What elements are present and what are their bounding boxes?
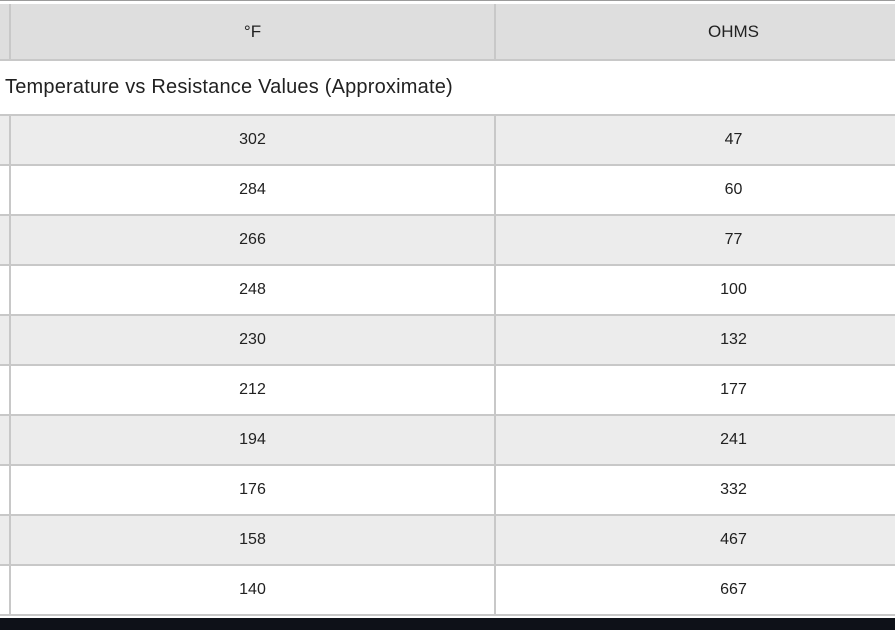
- cell-ohms: 332: [720, 481, 747, 498]
- table-row: 140 667: [0, 566, 895, 616]
- cell-fahrenheit: 176: [11, 466, 496, 514]
- cell-fahrenheit: 140: [11, 566, 496, 614]
- header-spacer-cell: [0, 4, 11, 59]
- cell-ohms: 177: [720, 381, 747, 398]
- row-spacer-cell: [0, 466, 11, 514]
- cell-fahrenheit: 302: [11, 116, 496, 164]
- table-row: 194 241: [0, 416, 895, 466]
- cell-fahrenheit: 158: [11, 516, 496, 564]
- table-body: 302 47 284 60 266 77 248 100 230 132 212…: [0, 116, 895, 616]
- bottom-bar: [0, 618, 895, 630]
- cell-fahrenheit: 266: [11, 216, 496, 264]
- row-spacer-cell: [0, 166, 11, 214]
- cell-ohms: 100: [720, 281, 747, 298]
- row-spacer-cell: [0, 316, 11, 364]
- table-row: 248 100: [0, 266, 895, 316]
- table-row: 266 77: [0, 216, 895, 266]
- cell-fahrenheit: 248: [11, 266, 496, 314]
- cell-ohms: 47: [724, 131, 743, 148]
- cell-fahrenheit: 230: [11, 316, 496, 364]
- table-row: 212 177: [0, 366, 895, 416]
- column-header-fahrenheit: °F: [11, 4, 496, 59]
- cell-fahrenheit: 284: [11, 166, 496, 214]
- table-row: 176 332: [0, 466, 895, 516]
- table-caption: Temperature vs Resistance Values (Approx…: [0, 61, 895, 116]
- temperature-resistance-table: °F OHMS Temperature vs Resistance Values…: [0, 4, 895, 616]
- row-spacer-cell: [0, 366, 11, 414]
- row-spacer-cell: [0, 266, 11, 314]
- column-header-ohms: OHMS: [708, 21, 759, 41]
- table-row: 158 467: [0, 516, 895, 566]
- cell-fahrenheit: 212: [11, 366, 496, 414]
- table-row: 302 47: [0, 116, 895, 166]
- cell-ohms: 132: [720, 331, 747, 348]
- cell-ohms: 667: [720, 581, 747, 598]
- cell-ohms: 467: [720, 531, 747, 548]
- table-header-row: °F OHMS: [0, 4, 895, 61]
- row-spacer-cell: [0, 116, 11, 164]
- cell-ohms: 241: [720, 431, 747, 448]
- row-spacer-cell: [0, 216, 11, 264]
- cell-fahrenheit: 194: [11, 416, 496, 464]
- table-row: 230 132: [0, 316, 895, 366]
- cell-ohms: 77: [724, 231, 743, 248]
- row-spacer-cell: [0, 416, 11, 464]
- top-border-line: [0, 0, 895, 1]
- cell-ohms: 60: [724, 181, 743, 198]
- table-row: 284 60: [0, 166, 895, 216]
- row-spacer-cell: [0, 566, 11, 614]
- row-spacer-cell: [0, 516, 11, 564]
